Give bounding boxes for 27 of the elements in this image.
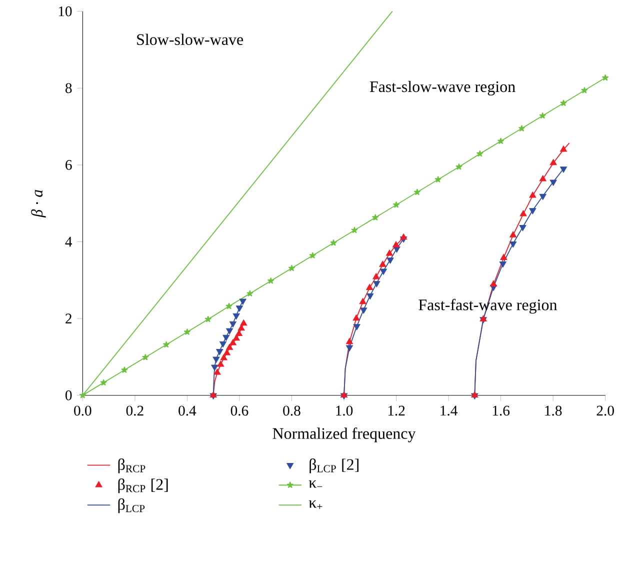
legend-label: β$_{LCP}$	[118, 498, 145, 514]
x-tick-label: 0.4	[178, 406, 196, 416]
x-tick-label: 1.0	[336, 406, 353, 416]
y-tick-label: 10	[58, 6, 72, 16]
y-tick-label: 0	[66, 390, 72, 400]
legend-label: β$_{LCP}$ [2]	[310, 458, 358, 474]
x-tick-label: 1.6	[492, 406, 510, 416]
annotation: Slow-slow-wave	[137, 34, 244, 45]
y-tick-label: 4	[65, 236, 72, 247]
legend-label: κ$_{−}$	[308, 480, 322, 488]
x-tick-label: 0.6	[230, 406, 248, 416]
annotation: Fast-slow-wave region	[370, 80, 516, 96]
legend-label: β$_{RCP}$	[118, 458, 146, 474]
x-tick-label: 0.0	[74, 406, 92, 416]
x-tick-label: 2.0	[596, 406, 614, 416]
x-tick-label: 1.8	[545, 406, 562, 416]
y-tick-label: 8	[66, 83, 72, 94]
x-tick-label: 0.8	[283, 406, 300, 416]
legend-label: β$_{RCP}$ [2]	[118, 478, 168, 494]
x-tick-label: 1.2	[388, 406, 405, 416]
y-tick-label: 6	[66, 160, 72, 170]
legend-label: κ$_{+}$	[308, 500, 322, 510]
y-axis-title: β · a	[31, 190, 46, 218]
x-axis-title: Normalized frequency	[272, 428, 416, 442]
x-tick-label: 1.4	[440, 406, 458, 416]
y-tick-label: 2	[66, 314, 72, 324]
x-tick-label: 0.2	[126, 406, 144, 416]
